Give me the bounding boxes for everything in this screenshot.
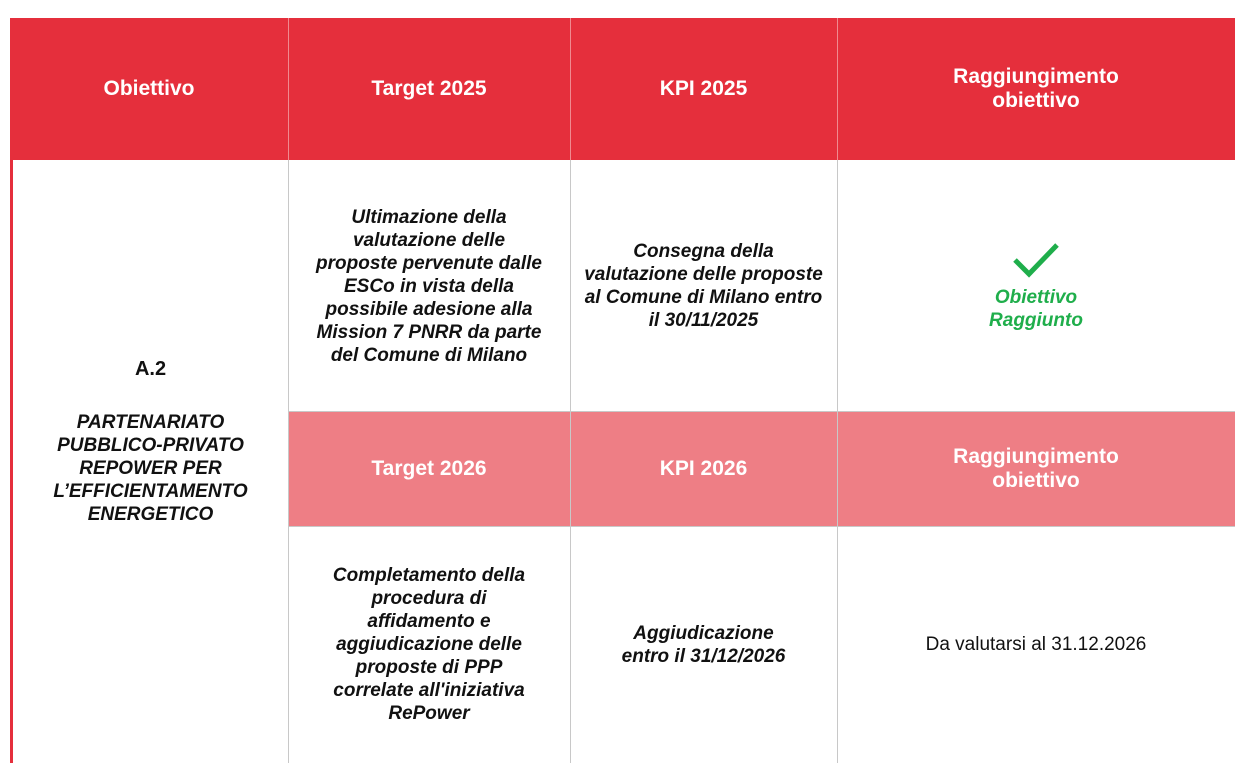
status-cell: Da valutarsi al 31.12.2026: [837, 526, 1235, 763]
kpi-text: Consegna della valutazione delle propost…: [584, 241, 823, 331]
target-text: Completamento della procedura di affidam…: [332, 565, 526, 724]
grid-line: [288, 526, 1235, 527]
objective-cell: A.2 PARTENARIATO PUBBLICO-PRIVATO REPOWE…: [13, 160, 288, 763]
subheader-cell: Raggiungimento obiettivo: [837, 412, 1235, 526]
grid-line: [570, 160, 571, 763]
objective-code: A.2: [134, 357, 167, 380]
kpi-text: Aggiudicazione entro il 31/12/2026: [621, 622, 786, 667]
objective-name: PARTENARIATO PUBBLICO-PRIVATO REPOWER PE…: [53, 411, 248, 525]
status-text: Obiettivo Raggiunto: [989, 287, 1083, 331]
grid-line: [837, 160, 838, 763]
kpi-cell: Consegna della valutazione delle propost…: [570, 160, 837, 412]
target-cell: Completamento della procedura di affidam…: [288, 526, 570, 763]
subheader-text: KPI 2026: [659, 457, 748, 480]
grid-line: [288, 411, 1235, 412]
header-text: Target 2025: [371, 77, 487, 100]
subheader-text: Target 2026: [371, 457, 487, 480]
subheader-cell: Target 2026: [288, 412, 570, 526]
status-cell: Obiettivo Raggiunto: [837, 160, 1235, 412]
header-divider: [570, 18, 571, 160]
kpi-cell: Aggiudicazione entro il 31/12/2026: [570, 526, 837, 763]
header-cell: KPI 2025: [570, 18, 837, 160]
check-icon: [1013, 243, 1059, 278]
header-text: KPI 2025: [659, 77, 748, 100]
status-text: Da valutarsi al 31.12.2026: [925, 633, 1147, 655]
header-divider: [288, 18, 289, 160]
target-cell: Ultimazione della valutazione delle prop…: [288, 160, 570, 412]
header-divider: [837, 18, 838, 160]
subheader-cell: KPI 2026: [570, 412, 837, 526]
subheader-text: Raggiungimento obiettivo: [953, 445, 1119, 492]
header-cell: Obiettivo: [10, 18, 288, 160]
left-border: [10, 160, 13, 763]
header-cell: Raggiungimento obiettivo: [837, 18, 1235, 160]
header-cell: Target 2025: [288, 18, 570, 160]
header-text: Raggiungimento obiettivo: [953, 65, 1119, 112]
target-text: Ultimazione della valutazione delle prop…: [316, 206, 542, 366]
grid-line: [288, 160, 289, 763]
header-text: Obiettivo: [103, 77, 195, 100]
